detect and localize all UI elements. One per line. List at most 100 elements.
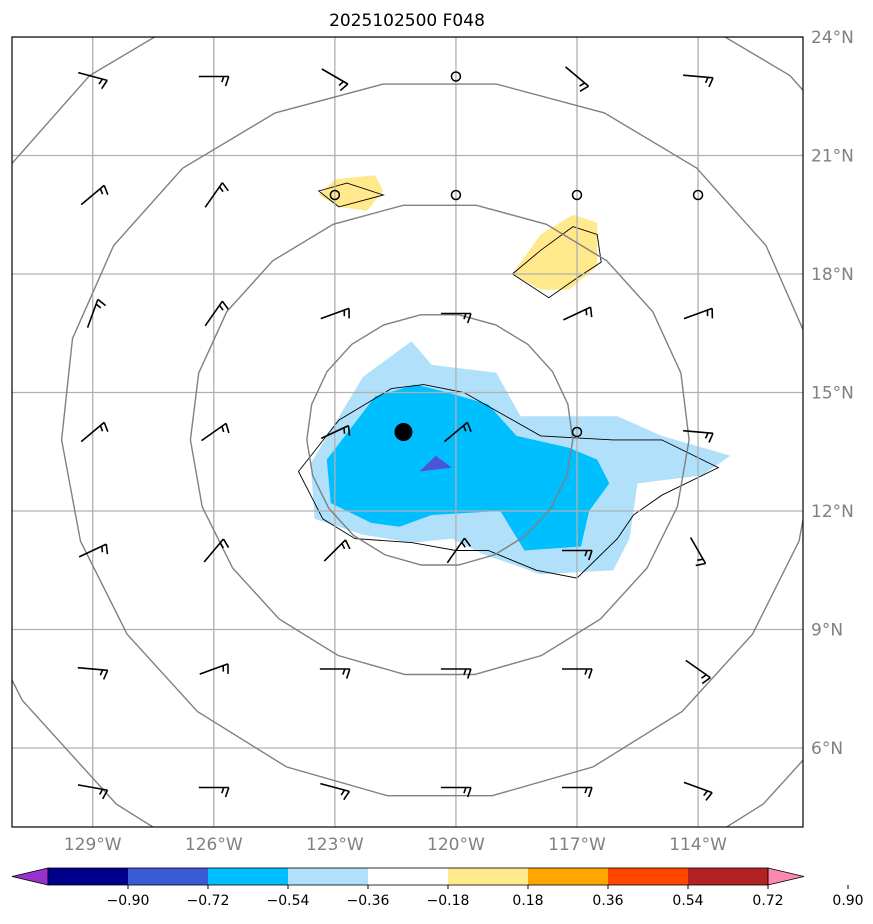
wind-barb (683, 307, 714, 320)
barb-feather-35 (102, 669, 109, 680)
wind-barb (804, 788, 834, 797)
barb-feather-38 (466, 668, 472, 679)
barb-half-feather-46 (584, 787, 588, 794)
x-tick-label-3: 120°W (427, 835, 485, 855)
calm-circle-25 (571, 426, 583, 438)
contour-line-2 (511, 226, 602, 299)
calm-circle-11 (571, 189, 583, 201)
contour-lines (297, 182, 720, 579)
wind-barb (443, 421, 472, 443)
wind-barb (692, 189, 704, 201)
y-tick-label-2: 12°N (811, 502, 854, 522)
barb-feather-24 (466, 422, 472, 432)
shaded-regions (310, 175, 731, 575)
barb-half-feather-34 (827, 551, 829, 557)
colorbar-segment-5 (448, 868, 529, 885)
range-ring-2 (60, 83, 803, 797)
wind-barb (80, 421, 109, 443)
barb-half-feather-13 (827, 195, 829, 201)
barb-half-feather-37 (342, 668, 346, 675)
x-tick-label-2: 123°W (306, 835, 364, 855)
barb-half-feather-5 (704, 77, 709, 84)
barb-feather-1 (224, 76, 230, 87)
wind-barb (683, 429, 714, 443)
barb-feather-37 (345, 668, 351, 679)
wind-barb (683, 781, 713, 801)
wind-barb (446, 537, 472, 564)
barb-shaft-35 (77, 666, 108, 672)
wind-barb (204, 182, 229, 208)
barb-half-feather-21 (99, 425, 104, 432)
range-ring-0 (306, 314, 574, 566)
colorbar-segment-4 (368, 868, 449, 885)
colorbar-extend-max (767, 867, 805, 886)
x-tick-label-1: 126°W (185, 835, 243, 855)
wind-barb (78, 71, 108, 90)
barb-feather-40 (701, 676, 711, 685)
barb-feather-39 (588, 668, 593, 679)
x-axis-labels: 129°W 126°W 123°W 120°W 117°W 114°W (64, 835, 727, 855)
barb-half-feather-38 (463, 668, 467, 675)
wind-barb (450, 189, 462, 201)
wind-barb (203, 538, 230, 563)
barb-feather-43 (224, 787, 230, 798)
colorbar-tick-label-2: −0.54 (267, 893, 310, 909)
barb-half-feather-1 (221, 76, 225, 83)
barb-half-feather-39 (584, 668, 588, 675)
wind-barb (804, 314, 834, 323)
colorbar-segment-6 (528, 868, 609, 885)
wind-barb (323, 539, 351, 562)
wind-barb (804, 551, 834, 560)
wind-barb (804, 195, 834, 204)
barb-feather-2 (339, 83, 349, 92)
barb-feather-30 (344, 539, 351, 550)
barb-half-feather-15 (218, 304, 224, 311)
wind-barb (571, 426, 583, 438)
barb-feather-20 (831, 314, 834, 323)
colorbar-tick-label-1: −0.72 (187, 893, 230, 909)
barb-half-feather-48 (827, 788, 829, 794)
shaded-region-2 (419, 455, 452, 472)
range-ring-1 (189, 204, 690, 676)
colorbar-tick-label-0: −0.90 (107, 893, 150, 909)
colorbar-segment-3 (288, 868, 369, 885)
wind-barb (804, 432, 834, 441)
y-tick-label-4: 18°N (811, 265, 854, 285)
map-frame (11, 36, 804, 828)
barb-half-feather-17 (463, 313, 467, 320)
barb-feather-32 (588, 550, 593, 561)
barb-feather-48 (831, 788, 834, 797)
barb-feather-17 (466, 313, 472, 324)
colorbar-segment-0 (48, 868, 129, 885)
colorbar-tick-label-5: 0.18 (512, 893, 543, 909)
wind-barb (80, 184, 109, 206)
colorbar: −0.90 −0.72 −0.54 −0.36 −0.18 0.18 0.36 0.54 0.7… (11, 867, 864, 909)
barb-half-feather-14 (95, 303, 102, 309)
barb-half-feather-4 (579, 82, 586, 87)
wind-barb (319, 668, 351, 679)
barb-half-feather-32 (584, 550, 588, 557)
barb-feather-18 (589, 307, 593, 318)
colorbar-tick-label-3: −0.36 (347, 893, 390, 909)
shaded-region-3 (318, 175, 384, 211)
barb-half-feather-43 (221, 787, 225, 794)
barb-half-feather-7 (99, 188, 104, 195)
colorbar-extend-min (11, 867, 49, 886)
barb-half-feather-35 (99, 669, 104, 676)
barb-half-feather-26 (704, 432, 709, 439)
wind-barb (204, 300, 229, 327)
barb-feather-22 (225, 423, 230, 434)
barb-feather-15 (221, 300, 229, 310)
wind-barb (201, 422, 230, 442)
barb-feather-29 (222, 538, 230, 548)
colorbar-tick-label-4: −0.18 (427, 893, 470, 909)
wind-barb (320, 782, 351, 801)
wind-barb (571, 189, 583, 201)
colorbar-segment-1 (128, 868, 209, 885)
barb-half-feather-41 (827, 669, 829, 675)
barb-half-feather-47 (703, 790, 709, 797)
barb-half-feather-40 (700, 674, 707, 679)
y-tick-label-6: 24°N (811, 28, 854, 48)
